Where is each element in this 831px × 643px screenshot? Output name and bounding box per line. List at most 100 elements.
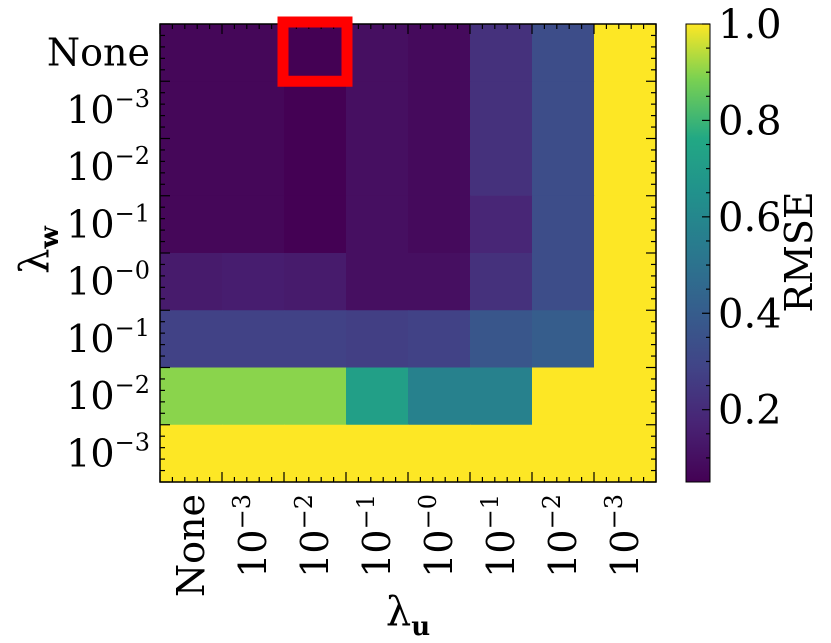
tick-base: 10 <box>66 202 114 246</box>
heatmap-cell-r0-c7 <box>594 24 657 82</box>
heatmap-cell-r0-c2 <box>284 24 347 82</box>
heatmap-cell-r2-c2 <box>284 138 347 197</box>
x-axis-label-lambda: λ <box>386 589 411 635</box>
heatmap-cell-r4-c2 <box>284 253 347 311</box>
heatmap-cell-r1-c5 <box>470 81 533 140</box>
tick-base: 10 <box>66 374 114 418</box>
heatmap-cell-r6-c7 <box>594 367 657 426</box>
x-tick-label-0: None <box>169 494 213 597</box>
tick-base: 10 <box>66 145 114 189</box>
heatmap-cell-r2-c5 <box>470 138 533 197</box>
x-tick-label-6: 10−2 <box>538 494 585 578</box>
tick-base: 10 <box>66 431 114 475</box>
colorbar <box>685 23 711 483</box>
heatmap-cell-r1-c4 <box>408 81 471 140</box>
heatmap-cell-r7-c7 <box>594 424 657 483</box>
tick-exponent: −2 <box>115 371 150 399</box>
heatmap-cell-r3-c2 <box>284 195 347 254</box>
colorbar-tick-label-0: 0.2 <box>718 388 782 434</box>
colorbar-label: RMSE <box>777 191 821 312</box>
heatmap-cell-r7-c5 <box>470 424 533 483</box>
heatmap-cell-r1-c3 <box>346 81 409 140</box>
tick-exponent: −1 <box>352 494 380 529</box>
colorbar-ticks: 0.2 0.4 0.6 0.8 1.0 <box>702 2 782 459</box>
heatmap-cell-r1-c1 <box>222 81 285 140</box>
heatmap-cell-r4-c3 <box>346 253 409 311</box>
heatmap-cell-r6-c0 <box>160 367 223 426</box>
heatmap-cell-r4-c1 <box>222 253 285 311</box>
heatmap-cell-r5-c2 <box>284 310 347 369</box>
heatmap-cell-r6-c3 <box>346 367 409 426</box>
heatmap-cell-r1-c2 <box>284 81 347 140</box>
heatmap-cell-r0-c6 <box>532 24 595 82</box>
heatmap-cell-r1-c0 <box>160 81 223 140</box>
heatmap-cell-r2-c7 <box>594 138 657 197</box>
heatmap-cell-r4-c6 <box>532 253 595 311</box>
tick-exponent: −0 <box>115 257 150 285</box>
tick-exponent: −1 <box>115 314 150 342</box>
heatmap-cell-r5-c4 <box>408 310 471 369</box>
tick-base: None <box>47 31 150 75</box>
heatmap-cell-r6-c1 <box>222 367 285 426</box>
heatmap-cell-r6-c5 <box>470 367 533 426</box>
heatmap-cell-r6-c2 <box>284 367 347 426</box>
x-tick-label-5: 10−1 <box>476 494 523 578</box>
tick-exponent: −1 <box>115 199 150 227</box>
x-tick-labels: None 10−310−210−110−010−110−210−3 <box>169 494 647 597</box>
tick-base: None <box>169 494 213 597</box>
tick-base: 10 <box>541 529 585 577</box>
heatmap-cell-r7-c1 <box>222 424 285 483</box>
x-tick-label-7: 10−3 <box>600 494 647 578</box>
tick-exponent: −2 <box>115 142 150 170</box>
heatmap-cell-r5-c1 <box>222 310 285 369</box>
heatmap-cell-r2-c4 <box>408 138 471 197</box>
y-tick-label-0: None <box>47 31 150 75</box>
heatmap-cell-r0-c0 <box>160 24 223 82</box>
y-tick-label-6: 10−2 <box>66 371 150 418</box>
y-tick-label-7: 10−3 <box>66 428 150 475</box>
heatmap-cell-r7-c6 <box>532 424 595 483</box>
tick-exponent: −0 <box>414 494 442 529</box>
heatmap-cell-r3-c4 <box>408 195 471 254</box>
heatmap-cells <box>160 24 657 483</box>
tick-base: 10 <box>355 529 399 577</box>
tick-exponent: −3 <box>228 494 256 529</box>
heatmap-cell-r5-c0 <box>160 310 223 369</box>
heatmap-cell-r4-c0 <box>160 253 223 311</box>
x-tick-label-1: 10−3 <box>228 494 275 578</box>
plot-ticks <box>159 23 657 483</box>
tick-exponent: −2 <box>290 494 318 529</box>
x-axis-label-sub: u <box>411 612 430 642</box>
y-tick-label-1: 10−3 <box>66 85 150 132</box>
heatmap-cell-r7-c3 <box>346 424 409 483</box>
tick-base: 10 <box>603 529 647 577</box>
heatmap-cell-r5-c6 <box>532 310 595 369</box>
tick-base: 10 <box>66 88 114 132</box>
colorbar-tick-label-2: 0.6 <box>718 195 782 241</box>
heatmap-cell-r7-c4 <box>408 424 471 483</box>
heatmap-cell-r4-c4 <box>408 253 471 311</box>
y-tick-label-3: 10−1 <box>66 199 150 246</box>
heatmap-cell-r5-c7 <box>594 310 657 369</box>
y-axis-label-sub: w <box>35 226 65 250</box>
tick-base: 10 <box>66 317 114 361</box>
heatmap-cell-r5-c3 <box>346 310 409 369</box>
tick-exponent: −3 <box>115 428 150 456</box>
heatmap-cell-r1-c7 <box>594 81 657 140</box>
tick-base: 10 <box>417 529 461 577</box>
x-axis-label: λu <box>386 589 430 642</box>
heatmap-cell-r6-c4 <box>408 367 471 426</box>
heatmap-cell-r2-c0 <box>160 138 223 197</box>
heatmap-cell-r3-c7 <box>594 195 657 254</box>
heatmap-cell-r2-c1 <box>222 138 285 197</box>
tick-exponent: −2 <box>538 494 566 529</box>
heatmap-cell-r0-c1 <box>222 24 285 82</box>
highlight-box <box>277 16 353 87</box>
heatmap-cell-r7-c0 <box>160 424 223 483</box>
x-tick-label-2: 10−2 <box>290 494 337 578</box>
x-tick-label-3: 10−1 <box>352 494 399 578</box>
heatmap-cell-r7-c2 <box>284 424 347 483</box>
y-axis-label: λw <box>12 226 65 274</box>
heatmap-cell-r1-c6 <box>532 81 595 140</box>
